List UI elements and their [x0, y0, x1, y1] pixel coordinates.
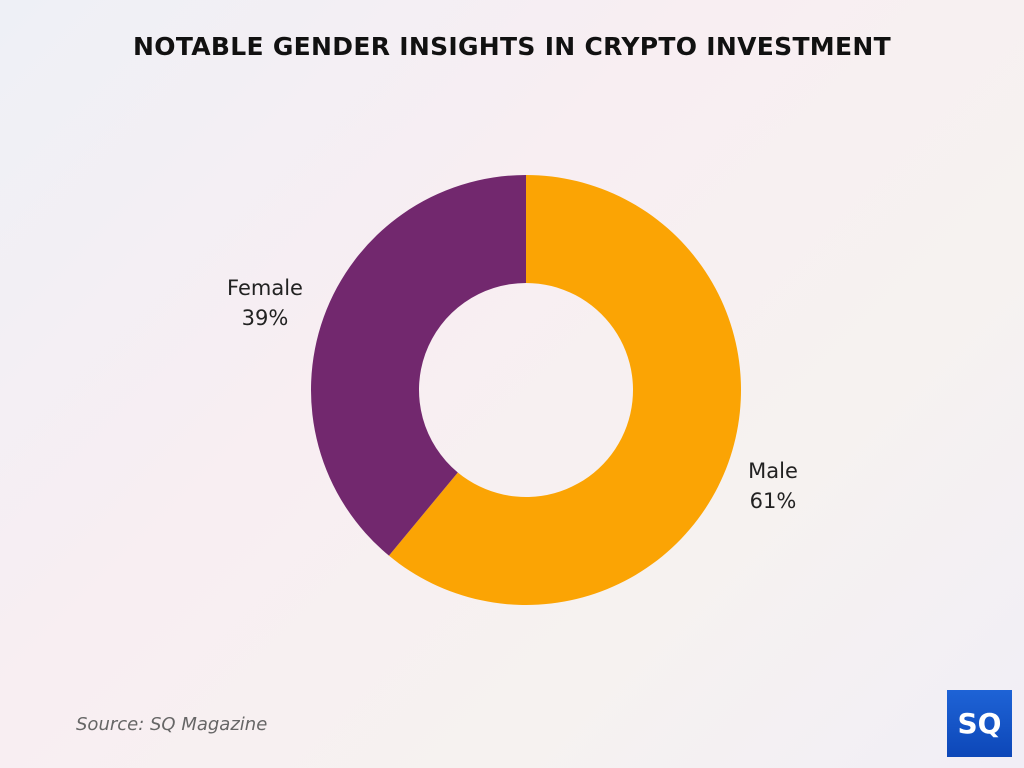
slice-name-label: Male [748, 459, 798, 483]
slice-male [388, 175, 741, 605]
slice-female [310, 175, 526, 556]
slice-value-label: 61% [750, 489, 797, 513]
slice-name-label: Female [227, 276, 303, 300]
sq-logo: SQ [947, 690, 1012, 757]
chart-title: NOTABLE GENDER INSIGHTS IN CRYPTO INVEST… [133, 32, 891, 61]
source-note: Source: SQ Magazine [76, 714, 268, 735]
slice-value-label: 39% [242, 306, 289, 330]
